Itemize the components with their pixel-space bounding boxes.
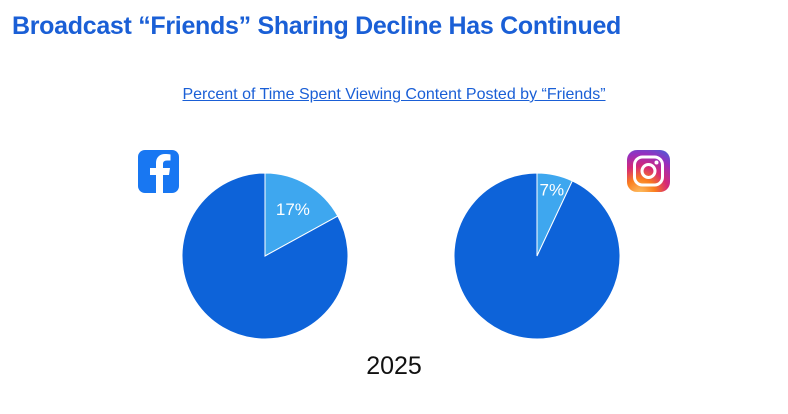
- pie-2-slice-2: [453, 172, 621, 340]
- chart-subtitle: Percent of Time Spent Viewing Content Po…: [182, 86, 606, 103]
- facebook-logo-icon: [138, 150, 179, 193]
- year-label: 2025: [366, 352, 422, 380]
- pie-1-data-label: 17%: [276, 200, 310, 219]
- slide-title: Broadcast “Friends” Sharing Decline Has …: [12, 12, 622, 40]
- pie-2-data-label: 7%: [540, 181, 565, 200]
- pie-1-slice-2: [181, 172, 349, 340]
- pie-1-slice-1: [264, 172, 339, 257]
- instagram-logo-icon: [627, 150, 670, 192]
